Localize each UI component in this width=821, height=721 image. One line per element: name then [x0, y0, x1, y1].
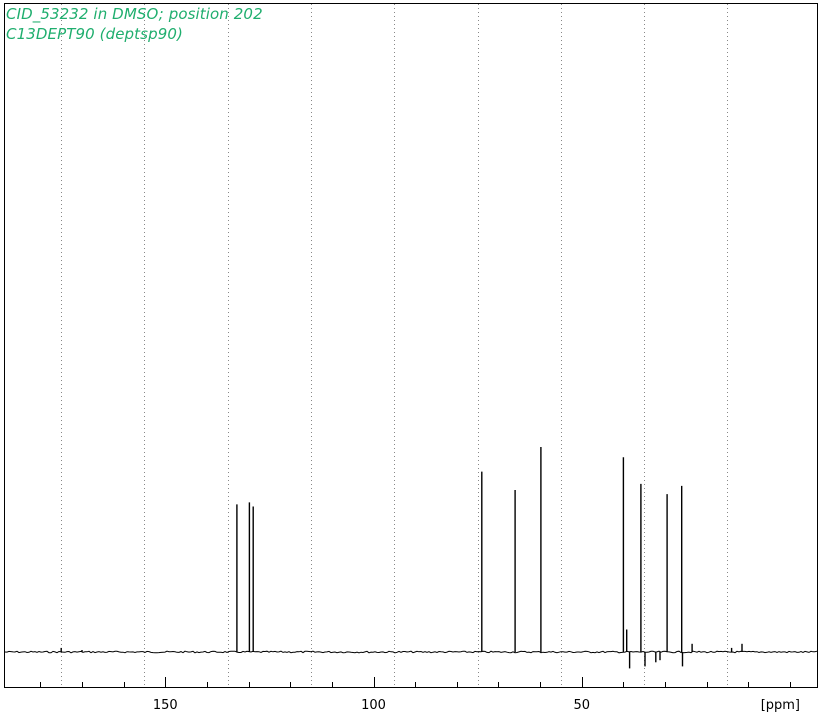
x-axis-ticks [41, 677, 791, 687]
tick-label: 50 [573, 698, 590, 713]
spectrum-title: CID_53232 in DMSO; position 202 [6, 5, 263, 23]
x-axis-label: [ppm] [761, 698, 800, 713]
tick-label: 150 [153, 698, 178, 713]
plot-frame [5, 4, 818, 688]
grid-lines [62, 4, 728, 687]
spectrum-subtitle: C13DEPT90 (deptsp90) [6, 25, 183, 43]
spectrum-baseline [5, 651, 817, 653]
x-axis-tick-labels: 150 100 50 [153, 698, 590, 713]
tick-label: 100 [361, 698, 386, 713]
spectrum-peaks [61, 447, 742, 668]
